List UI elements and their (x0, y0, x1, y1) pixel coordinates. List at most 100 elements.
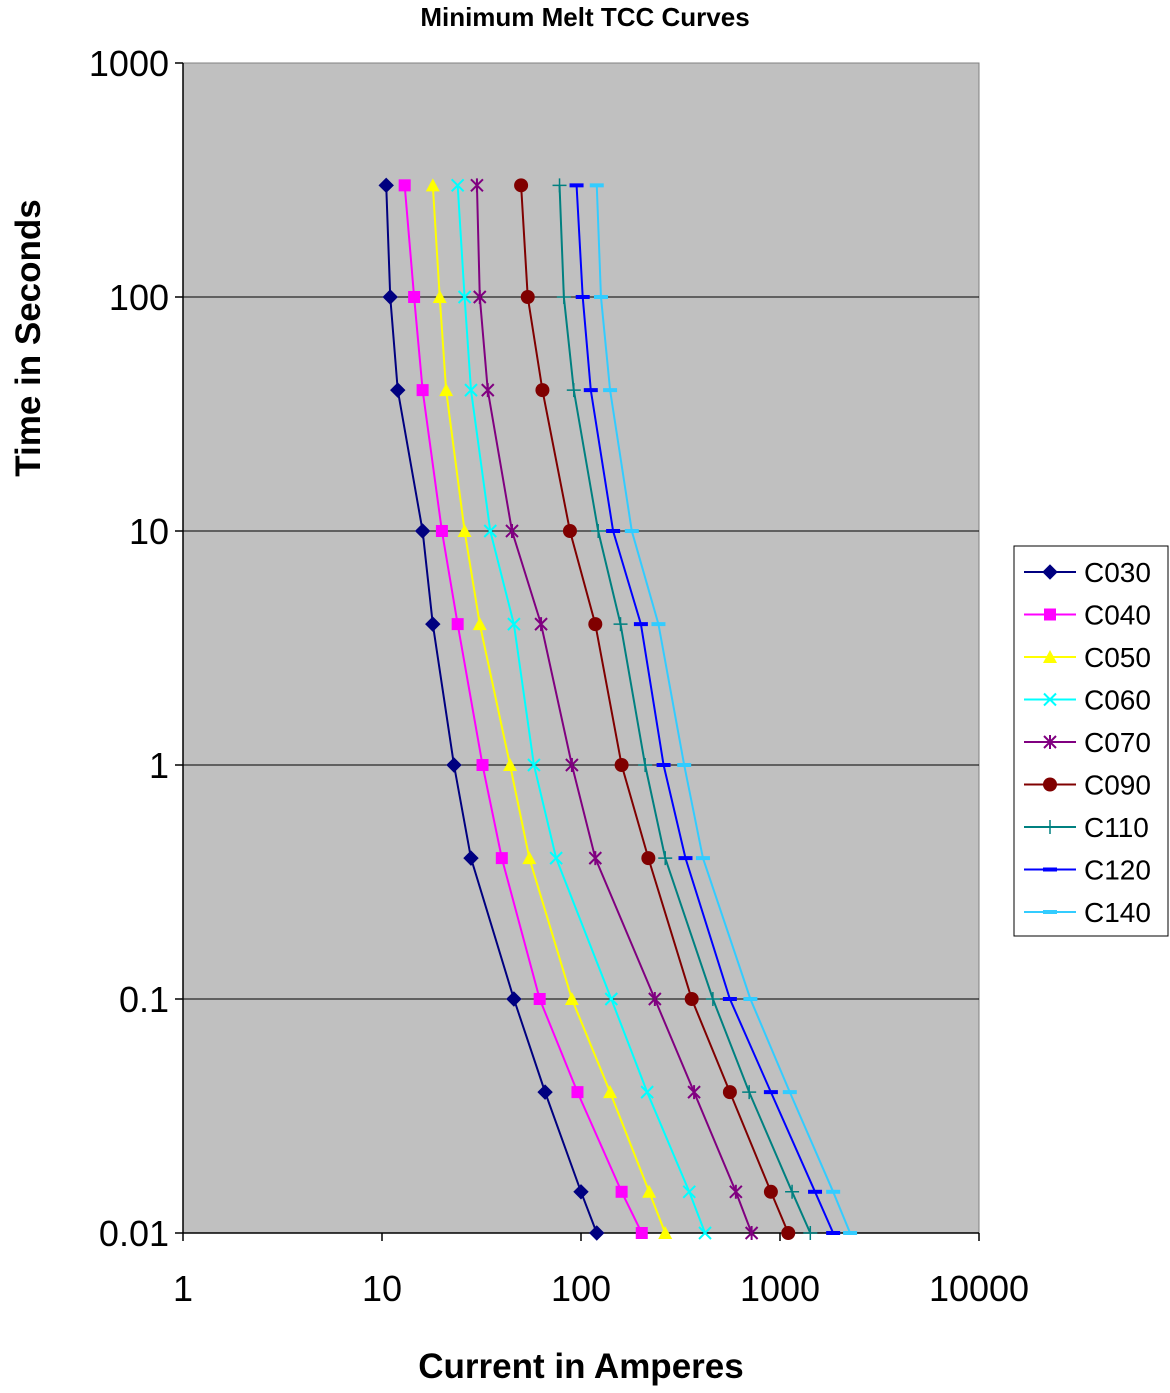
x-tick-label: 1000 (740, 1268, 820, 1309)
data-point (569, 183, 584, 188)
series-c070 (470, 178, 759, 1240)
data-point (495, 852, 508, 865)
data-point (583, 388, 598, 393)
legend-item-c120: C120 (1024, 855, 1151, 886)
data-point (378, 177, 394, 194)
data-point (566, 383, 581, 398)
data-point (450, 178, 465, 193)
legend-item-c060: C060 (1024, 685, 1151, 716)
legend-item-c070: C070 (1024, 727, 1151, 758)
data-point (425, 616, 441, 632)
data-point (695, 856, 710, 861)
data-point (573, 1184, 589, 1200)
data-point (537, 1084, 553, 1100)
y-tick-labels: 0.01 0.1 1 10 100 1000 (89, 43, 169, 1254)
data-point (687, 1085, 701, 1100)
data-point (481, 383, 495, 398)
data-point (606, 529, 621, 533)
data-point (638, 758, 653, 772)
data-point (463, 850, 479, 866)
data-point (527, 758, 541, 772)
x-axis-label: Current in Amperes (418, 1347, 743, 1386)
data-point (503, 758, 518, 771)
legend-item-c110: C110 (1024, 812, 1149, 843)
series-c060 (450, 178, 712, 1240)
data-point (624, 529, 639, 533)
plot-area (182, 62, 980, 1234)
data-point (514, 178, 529, 193)
y-tick-label: 1000 (89, 43, 169, 84)
data-point (648, 992, 662, 1006)
data-point (451, 618, 464, 631)
legend-swatch-marker (1043, 692, 1057, 707)
legend-label: C060 (1084, 685, 1151, 716)
data-point (425, 178, 440, 192)
data-point (615, 1185, 628, 1198)
series-c050 (425, 178, 673, 1239)
series-c030 (378, 177, 605, 1241)
series-c090 (514, 178, 796, 1240)
y-tick-label: 10 (129, 511, 169, 552)
data-point (470, 178, 484, 193)
data-point (439, 383, 454, 397)
data-point (505, 524, 519, 538)
data-point (457, 524, 472, 537)
legend-label: C030 (1084, 557, 1151, 588)
data-point (763, 1184, 778, 1199)
legend-label: C120 (1084, 855, 1151, 886)
data-point (390, 382, 406, 398)
data-point (613, 617, 628, 632)
series-c120 (569, 183, 841, 1235)
legend-label: C050 (1084, 642, 1151, 673)
data-point (382, 289, 398, 305)
data-point (803, 1226, 818, 1240)
data-point (589, 183, 604, 188)
legend-swatch-marker (1043, 735, 1057, 749)
data-point (588, 617, 603, 632)
y-tick-label: 100 (109, 277, 169, 318)
data-point (678, 856, 693, 861)
legend-label: C090 (1084, 770, 1151, 801)
y-tick-label: 0.01 (99, 1213, 169, 1254)
legend-label: C110 (1084, 812, 1149, 843)
series-c140 (589, 183, 858, 1235)
data-point (446, 757, 462, 773)
data-point (414, 523, 431, 539)
data-point (651, 622, 666, 627)
y-tick-label: 1 (149, 745, 169, 786)
y-axis-label: Time in Seconds (9, 199, 48, 477)
data-point (603, 1085, 618, 1099)
data-point (722, 1085, 737, 1100)
series-c040 (398, 179, 648, 1239)
y-tick-label: 0.1 (119, 979, 169, 1020)
data-point (742, 1085, 757, 1100)
data-point (575, 295, 590, 299)
legend-item-c050: C050 (1024, 642, 1151, 673)
data-point (744, 1226, 759, 1240)
data-point (472, 617, 487, 631)
x-tick-label: 10000 (929, 1268, 1029, 1309)
data-point (843, 1231, 858, 1235)
data-point (435, 525, 448, 537)
data-point (564, 992, 579, 1005)
data-point (781, 1226, 796, 1240)
data-point (533, 993, 546, 1005)
data-point (520, 290, 535, 304)
data-point (763, 1090, 778, 1095)
legend-swatch-marker (1042, 564, 1058, 580)
legend-label: C140 (1084, 897, 1151, 928)
data-point (682, 1185, 696, 1199)
data-point (534, 617, 548, 632)
legend-swatch-marker (1043, 867, 1057, 872)
data-point (457, 290, 472, 304)
data-point (535, 383, 550, 398)
data-point (826, 1231, 841, 1235)
series-c110 (552, 178, 818, 1240)
legend-item-c140: C140 (1024, 897, 1151, 928)
data-point (522, 851, 537, 865)
data-point (658, 851, 673, 866)
legend-item-c030: C030 (1024, 557, 1151, 588)
data-point (589, 1225, 605, 1241)
legend-swatch-marker (1043, 910, 1057, 914)
chart-title: Minimum Melt TCC Curves (420, 2, 749, 32)
